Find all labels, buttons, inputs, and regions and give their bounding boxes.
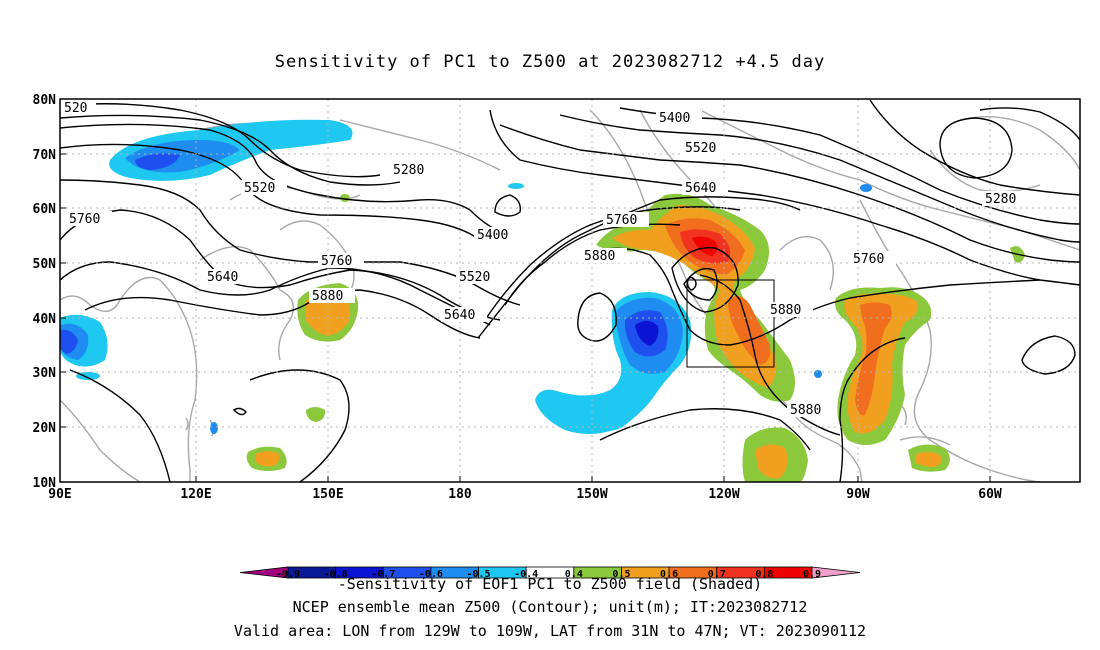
colorbar-tick-label: 0.4 (565, 569, 583, 580)
colorbar-tick-label: -0.7 (371, 569, 395, 580)
contour-label: 5880 (770, 303, 801, 318)
lat-tick-label: 40N (33, 312, 57, 327)
colorbar-tick-label: 0.7 (708, 569, 726, 580)
contour-label: 5520 (244, 181, 275, 196)
contour-label: 5760 (69, 212, 100, 227)
map-area: 520 5280 5520 5760 5640 5400 5520 5640 5… (60, 99, 1080, 482)
lat-tick-label: 10N (33, 476, 57, 491)
contour-label: 5880 (584, 249, 615, 264)
colorbar-tick-label: 0.9 (803, 569, 821, 580)
contour-label: 5520 (685, 141, 716, 156)
colorbar: -0.9 -0.8 -0.7 -0.6 -0.5 -0.4 0.4 0.5 0.6 0.7 0.8 0… (239, 566, 861, 580)
colorbar-tick-label: 0.8 (755, 569, 773, 580)
valid-area-box (686, 279, 775, 368)
colorbar-max-triangle (811, 566, 861, 579)
lat-tick-label: 80N (33, 93, 57, 108)
lat-tick-label: 50N (33, 257, 57, 272)
lon-tick-label: 150W (576, 487, 607, 502)
lon-tick-label: 120E (180, 487, 211, 502)
footer-line-1: -Sensitivity of EOF1 PC1 to Z500 field (… (338, 575, 762, 593)
lat-tick-label: 60N (33, 202, 57, 217)
lat-tick-label: 30N (33, 366, 57, 381)
colorbar-tick-label: -0.6 (419, 569, 443, 580)
contour-label: 5520 (459, 270, 490, 285)
axis-ticks (60, 98, 991, 482)
contour-label: 5400 (477, 228, 508, 243)
colorbar-tick-label: -0.4 (514, 569, 538, 580)
lon-tick-label: 120W (708, 487, 739, 502)
contour-label: 5760 (606, 213, 637, 228)
colorbar-tick-label: 0.6 (660, 569, 678, 580)
contour-labels: 520 5280 5520 5760 5640 5400 5520 5640 5… (64, 101, 1017, 418)
footer-line-3: Valid area: LON from 129W to 109W, LAT f… (234, 622, 866, 640)
positive-sensitivity-shading (246, 193, 1025, 482)
contour-label: 5760 (853, 252, 884, 267)
footer: -Sensitivity of EOF1 PC1 to Z500 field (… (234, 575, 866, 640)
contour-label: 5880 (312, 289, 343, 304)
lat-tick-label: 20N (33, 421, 57, 436)
lon-tick-label: 180 (448, 487, 472, 502)
footer-line-2: NCEP ensemble mean Z500 (Contour); unit(… (293, 598, 808, 616)
contour-label: 5640 (444, 308, 475, 323)
longitude-labels: 90E 120E 150E 180 150W 120W 90W 60W (48, 487, 1002, 502)
contour-label: 5640 (207, 270, 238, 285)
contour-label: 5400 (659, 111, 690, 126)
contour-label: 5280 (393, 163, 424, 178)
contour-label: 5280 (985, 192, 1016, 207)
latitude-labels: 80N 70N 60N 50N 40N 30N 20N 10N (33, 93, 57, 491)
lon-tick-label: 90W (846, 487, 870, 502)
colorbar-tick-label: -0.8 (324, 569, 348, 580)
lon-tick-label: 60W (978, 487, 1002, 502)
lon-tick-label: 90E (48, 487, 71, 502)
colorbar-tick-label: -0.5 (466, 569, 490, 580)
colorbar-tick-label: -0.9 (276, 569, 300, 580)
lat-tick-label: 70N (33, 148, 57, 163)
lon-tick-label: 150E (312, 487, 343, 502)
map-grid (60, 99, 1080, 482)
contour-label: 520 (64, 101, 87, 116)
contour-label: 5760 (321, 254, 352, 269)
colorbar-tick-label: 0.5 (612, 569, 630, 580)
contour-label: 5640 (685, 181, 716, 196)
map-title: Sensitivity of PC1 to Z500 at 2023082712… (275, 52, 826, 72)
map-frame (59, 98, 1081, 483)
contour-label: 5880 (790, 403, 821, 418)
